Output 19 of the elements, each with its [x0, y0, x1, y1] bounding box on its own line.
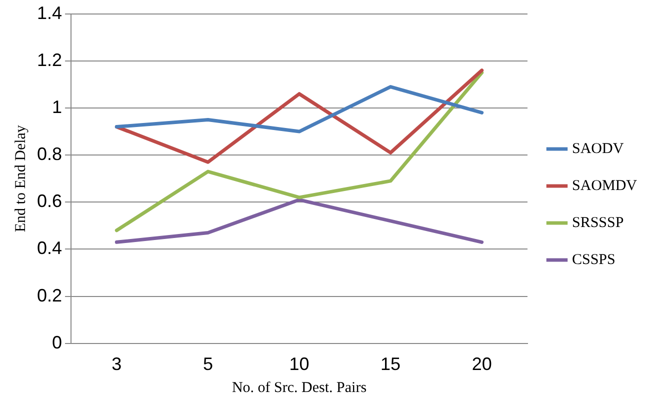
y-tick-label: 0.4 [36, 238, 62, 258]
y-tick-label: 1.2 [36, 50, 62, 70]
legend-label: SAODV [572, 140, 624, 157]
y-tick-label: 0.2 [36, 285, 62, 306]
x-tick-label: 5 [202, 354, 213, 374]
x-tick-label: 3 [112, 354, 122, 374]
y-axis-title: End to End Delay [12, 124, 29, 232]
x-tick-label: 10 [289, 354, 310, 374]
y-tick-label: 1 [52, 96, 62, 117]
legend-label: CSSPS [572, 252, 616, 268]
x-axis-title: No. of Src. Dest. Pairs [232, 380, 367, 396]
x-tick-label: 20 [472, 354, 492, 374]
legend-label: SAOMDV [572, 178, 638, 194]
y-tick-label: 0.8 [36, 144, 62, 164]
y-tick-label: 0.6 [36, 191, 62, 212]
legend-label: SRSSSP [572, 214, 624, 231]
y-tick-label: 1.4 [36, 2, 62, 23]
y-tick-label: 0 [52, 332, 62, 352]
x-tick-label: 15 [380, 354, 401, 374]
